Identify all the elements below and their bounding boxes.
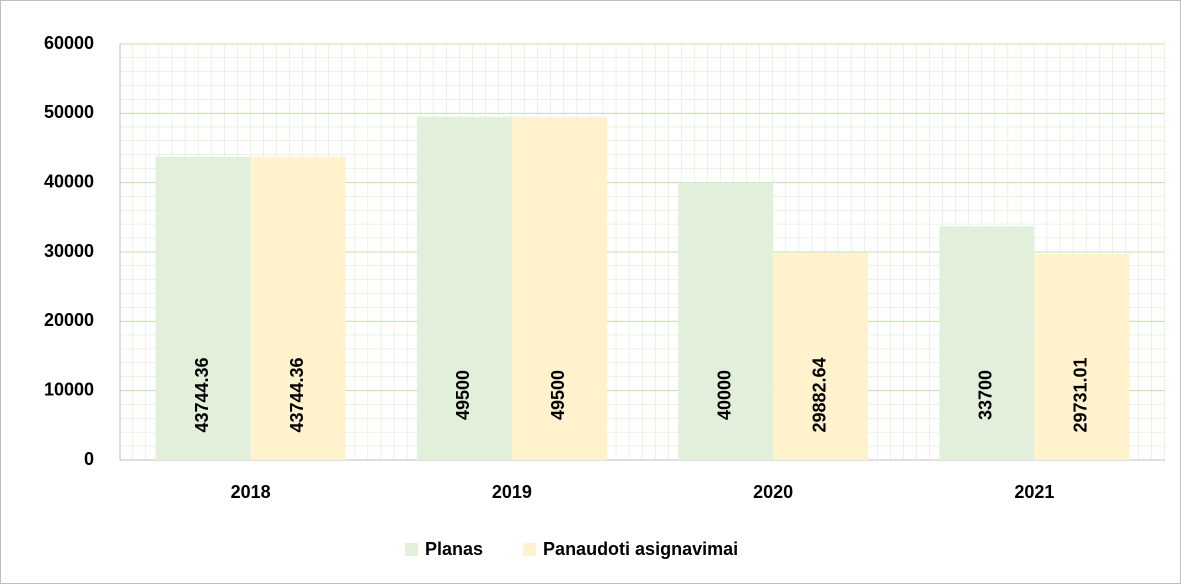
data-label: 40000 bbox=[714, 370, 734, 420]
data-label: 33700 bbox=[976, 370, 996, 420]
data-label: 43744.36 bbox=[192, 357, 212, 432]
x-tick-label: 2020 bbox=[753, 482, 793, 502]
y-tick-label: 20000 bbox=[44, 310, 94, 330]
x-tick-label: 2021 bbox=[1014, 482, 1054, 502]
y-tick-label: 50000 bbox=[44, 102, 94, 122]
data-label: 29731.01 bbox=[1071, 357, 1091, 432]
y-tick-label: 40000 bbox=[44, 171, 94, 191]
bar bbox=[678, 182, 774, 460]
legend-label: Planas bbox=[425, 539, 483, 559]
bar bbox=[416, 116, 512, 461]
y-tick-label: 60000 bbox=[44, 33, 94, 53]
legend-label: Panaudoti asignavimai bbox=[543, 539, 738, 559]
data-label: 43744.36 bbox=[287, 357, 307, 432]
y-tick-label: 30000 bbox=[44, 241, 94, 261]
bar bbox=[939, 226, 1035, 460]
bar bbox=[773, 252, 869, 460]
data-label: 29882.64 bbox=[809, 357, 829, 432]
x-tick-label: 2019 bbox=[492, 482, 532, 502]
bar bbox=[511, 116, 607, 461]
x-tick-label: 2018 bbox=[231, 482, 271, 502]
y-tick-label: 0 bbox=[84, 449, 94, 469]
legend-swatch bbox=[523, 543, 537, 556]
legend-swatch bbox=[405, 543, 418, 556]
bar bbox=[1034, 253, 1130, 460]
data-label: 49500 bbox=[548, 370, 568, 420]
bar bbox=[155, 156, 251, 461]
y-tick-label: 10000 bbox=[44, 379, 94, 399]
data-label: 49500 bbox=[453, 370, 473, 420]
bar bbox=[250, 156, 346, 461]
